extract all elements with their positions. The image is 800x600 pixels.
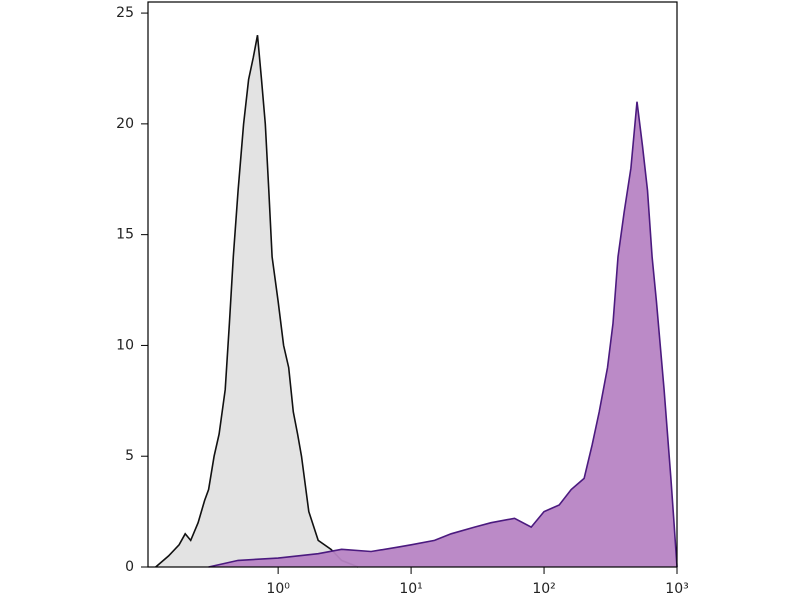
x-tick-label: 10¹ [399,581,422,597]
x-tick-label: 10³ [665,581,688,597]
y-tick-label: 25 [116,5,134,21]
y-tick-label: 5 [125,448,134,464]
histogram-area [155,35,359,567]
y-tick-label: 10 [116,337,134,353]
x-tick-label: 10⁰ [266,581,290,597]
histogram-line [208,101,678,568]
y-tick-label: 20 [116,116,134,132]
y-tick-label: 15 [116,227,134,243]
y-tick-label: 0 [125,559,134,575]
histogram-line [155,35,359,568]
histogram-area [208,101,677,567]
x-tick-label: 10² [532,581,555,597]
plot-frame [147,1,678,568]
